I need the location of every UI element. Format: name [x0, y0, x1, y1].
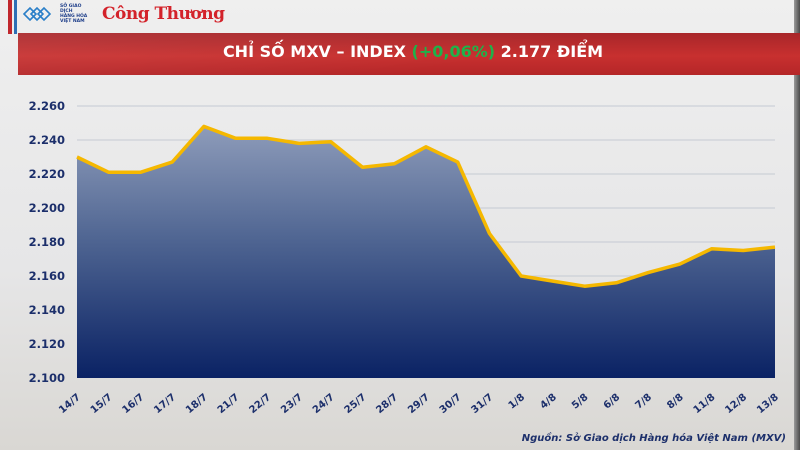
y-tick-label: 2.180 [29, 235, 65, 249]
congthuong-logo: Công Thương [102, 4, 225, 24]
x-tick-label: 13/8 [755, 392, 781, 416]
x-tick-label: 12/8 [723, 392, 749, 416]
x-tick-label: 16/7 [121, 392, 147, 416]
y-axis-labels: 2.100 2.120 2.140 2.160 2.180 2.200 2.220 2.240… [29, 99, 65, 385]
mxv-line-3: VIỆT NAM [60, 19, 85, 24]
title-band: CHỈ SỐ MXV – INDEX (+0,06%) 2.177 ĐIỂM [18, 33, 800, 75]
x-tick-label: 31/7 [470, 392, 496, 416]
x-tick-label: 4/8 [538, 392, 559, 412]
y-tick-label: 2.220 [29, 167, 65, 181]
x-tick-label: 25/7 [343, 392, 369, 416]
y-tick-label: 2.160 [29, 269, 65, 283]
accent-bar-red [8, 0, 12, 34]
header-logos: SỞ GIAO DỊCH HÀNG HÓA VIỆT NAM Công Thươ… [22, 4, 225, 24]
y-tick-label: 2.100 [29, 371, 65, 385]
title-change-percent: (+0,06%) [411, 42, 496, 61]
x-tick-label: 17/7 [152, 392, 178, 416]
x-tick-label: 23/7 [279, 392, 305, 416]
x-tick-label: 14/7 [57, 392, 83, 416]
title-prefix: CHỈ SỐ MXV – INDEX [222, 42, 412, 61]
title-suffix: 2.177 ĐIỂM [495, 42, 604, 61]
x-tick-label: 21/7 [216, 392, 242, 416]
x-tick-label: 11/8 [692, 392, 718, 416]
x-tick-label: 18/7 [184, 392, 210, 416]
mxv-line-2: HÀNG HÓA [60, 14, 88, 19]
mxv-logo-text: SỞ GIAO DỊCH HÀNG HÓA VIỆT NAM [60, 4, 88, 24]
y-tick-label: 2.260 [29, 99, 65, 113]
y-tick-label: 2.120 [29, 337, 65, 351]
x-axis-labels: 14/7 15/7 16/7 17/7 18/7 21/7 22/7 23/7 24/7 25/7… [57, 392, 781, 416]
x-tick-label: 6/8 [602, 392, 623, 412]
x-tick-label: 29/7 [406, 392, 432, 416]
mxv-logo-icon [22, 6, 52, 22]
mxv-line-1: SỞ GIAO DỊCH [60, 4, 82, 14]
x-tick-label: 22/7 [247, 392, 273, 416]
y-tick-label: 2.240 [29, 133, 65, 147]
x-tick-label: 28/7 [374, 392, 400, 416]
x-tick-label: 24/7 [311, 392, 337, 416]
x-tick-label: 8/8 [665, 392, 686, 412]
chart-title: CHỈ SỐ MXV – INDEX (+0,06%) 2.177 ĐIỂM [18, 42, 800, 61]
source-note: Nguồn: Sở Giao dịch Hàng hóa Việt Nam (M… [521, 433, 786, 444]
x-tick-label: 1/8 [507, 392, 528, 412]
x-tick-label: 5/8 [570, 392, 591, 412]
x-tick-label: 30/7 [438, 392, 464, 416]
index-line [76, 124, 776, 288]
y-tick-label: 2.200 [29, 201, 65, 215]
area-fill [77, 126, 775, 379]
x-tick-label: 15/7 [89, 392, 115, 416]
accent-bar-blue [14, 0, 17, 34]
y-tick-label: 2.140 [29, 303, 65, 317]
x-tick-label: 7/8 [633, 392, 654, 412]
